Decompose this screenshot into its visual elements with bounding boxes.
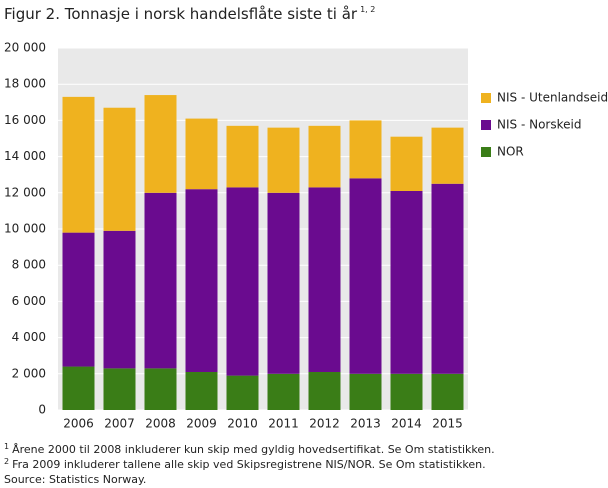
bar-segment: [62, 232, 95, 367]
y-tick-label: 12 000: [4, 185, 46, 199]
legend-swatch: [481, 93, 491, 103]
bar-segment: [349, 373, 382, 410]
bar-segment: [308, 371, 341, 410]
bar-segment: [431, 127, 464, 184]
bar-segment: [308, 125, 341, 188]
bar-segment: [185, 371, 218, 410]
x-tick-label: 2008: [145, 417, 176, 431]
bar-segment: [103, 368, 136, 410]
bar-segment: [431, 183, 464, 374]
footnote-text: Fra 2009 inkluderer tallene alle skip ve…: [12, 458, 485, 471]
bar-segment: [431, 373, 464, 410]
footnote-marker: 1: [4, 442, 9, 451]
bar-segment: [390, 373, 423, 410]
x-tick-label: 2015: [432, 417, 463, 431]
y-tick-label: 18 000: [4, 77, 46, 91]
x-tick-label: 2011: [268, 417, 299, 431]
bar-segment: [144, 368, 177, 410]
y-tick-label: 2 000: [12, 366, 46, 380]
bar-segment: [185, 118, 218, 190]
bar-segment: [267, 127, 300, 193]
bar-segment: [349, 178, 382, 374]
legend-label: NIS - Norskeid: [497, 118, 581, 132]
legend-label: NIS - Utenlandseid: [497, 91, 608, 105]
footnote-text: Årene 2000 til 2008 inkluderer kun skip …: [12, 443, 495, 456]
bar-segment: [390, 136, 423, 191]
bar-segment: [62, 366, 95, 410]
legend-swatch: [481, 147, 491, 157]
bar-segment: [349, 120, 382, 179]
bar-segment: [144, 192, 177, 369]
x-tick-label: 2013: [350, 417, 381, 431]
legend-swatch: [481, 120, 491, 130]
y-tick-label: 0: [38, 403, 46, 417]
x-tick-label: 2009: [186, 417, 217, 431]
legend-label: NOR: [497, 145, 524, 159]
y-tick-label: 10 000: [4, 222, 46, 236]
y-tick-label: 20 000: [4, 41, 46, 55]
bar-segment: [144, 95, 177, 193]
bar-segment: [308, 187, 341, 372]
x-tick-label: 2007: [104, 417, 135, 431]
y-tick-label: 14 000: [4, 149, 46, 163]
y-tick-label: 6 000: [12, 294, 46, 308]
bar-segment: [267, 373, 300, 410]
source: Source: Statistics Norway.: [4, 473, 146, 486]
footnote: 1 Årene 2000 til 2008 inkluderer kun skip…: [4, 442, 495, 457]
bar-segment: [226, 375, 259, 410]
x-tick-label: 2012: [309, 417, 340, 431]
title-superscript: 1, 2: [360, 5, 375, 14]
x-tick-label: 2014: [391, 417, 422, 431]
bar-segment: [226, 187, 259, 376]
bar-segment: [103, 230, 136, 369]
bar-segment: [267, 192, 300, 374]
bar-segment: [226, 125, 259, 188]
footnote: 2 Fra 2009 inkluderer tallene alle skip v…: [4, 457, 486, 472]
y-tick-label: 4 000: [12, 330, 46, 344]
y-tick-label: 16 000: [4, 113, 46, 127]
chart-title: Figur 2. Tonnasje i norsk handelsflåte s…: [4, 5, 375, 23]
bar-segment: [103, 107, 136, 231]
y-tick-label: 8 000: [12, 258, 46, 272]
bar-segment: [185, 189, 218, 372]
bar-segment: [390, 190, 423, 374]
title-text: Figur 2. Tonnasje i norsk handelsflåte s…: [4, 5, 358, 23]
x-tick-label: 2010: [227, 417, 258, 431]
bar-segment: [62, 96, 95, 233]
x-tick-label: 2006: [63, 417, 94, 431]
footnote-marker: 2: [4, 457, 9, 466]
